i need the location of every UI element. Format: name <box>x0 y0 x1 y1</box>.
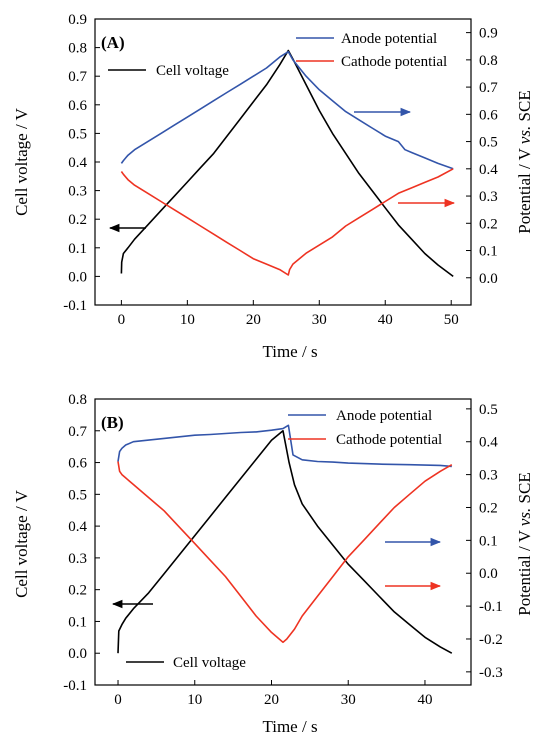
cell-voltage-label: Cell voltage <box>173 655 246 671</box>
y-right-tick-label: 0.7 <box>479 80 498 96</box>
y-axis-title-right: Potential / V vs. SCE <box>515 472 534 615</box>
x-axis-title: Time / s <box>262 717 317 736</box>
axis-ticks: 0 10 20 30 40 50 -0.1 0.0 0.1 0.2 0.3 0.4 0.5 0.6 0.7 0… <box>63 12 498 328</box>
y-left-tick-label: -0.1 <box>63 678 87 694</box>
y-left-tick-label: -0.1 <box>63 298 87 314</box>
y-left-tick-label: 0.7 <box>68 69 87 85</box>
y-right-tick-label: 0.4 <box>479 162 498 178</box>
y-left-tick-label: 0.8 <box>68 41 87 57</box>
y-right-tick-label: 0.4 <box>479 435 498 451</box>
y-left-tick-label: 0.3 <box>68 551 87 567</box>
x-tick-label: 10 <box>187 692 202 708</box>
y-right-tick-label: 0.5 <box>479 402 498 418</box>
series-line-cell-voltage <box>117 429 453 654</box>
legend-label-cathode: Cathode potential <box>336 432 442 448</box>
chart-panel-a: 0 10 20 30 40 50 -0.1 0.0 0.1 0.2 0.3 0.4 0.5 0.6 0.7 0… <box>12 12 534 361</box>
y-left-tick-label: 0.0 <box>68 646 87 662</box>
y-left-tick-label: 0.5 <box>68 126 87 142</box>
y-right-tick-label: 0.8 <box>479 53 498 69</box>
series-layer <box>117 424 453 654</box>
plot-frame <box>94 398 472 686</box>
cell-voltage-label: Cell voltage <box>156 63 229 79</box>
x-tick-label: 20 <box>246 312 261 328</box>
y-right-tick-label: -0.2 <box>479 632 503 648</box>
series-layer <box>120 49 454 278</box>
chart-panel-b: 0 10 20 30 40 -0.1 0.0 0.1 0.2 0.3 0.4 0.5 0.6 0.7 0.8… <box>12 392 534 736</box>
x-tick-label: 30 <box>341 692 356 708</box>
x-tick-label: 10 <box>180 312 195 328</box>
y-right-tick-label: 0.2 <box>479 500 498 516</box>
y-left-tick-label: 0.6 <box>68 456 87 472</box>
y-left-tick-label: 0.1 <box>68 241 87 257</box>
legend: Anode potential Cathode potential <box>296 31 447 70</box>
y-right-tick-label: 0.5 <box>479 135 498 151</box>
x-tick-label: 50 <box>444 312 459 328</box>
y-right-tick-label: 0.1 <box>479 533 498 549</box>
series-line-anode-potential <box>120 50 454 170</box>
y-left-tick-label: 0.2 <box>68 583 87 599</box>
y-right-tick-label: 0.6 <box>479 107 498 123</box>
y-right-tick-label: 0.3 <box>479 189 498 205</box>
y-left-tick-label: 0.6 <box>68 98 87 114</box>
x-tick-label: 40 <box>378 312 393 328</box>
legend-label-anode: Anode potential <box>341 31 437 47</box>
y-left-tick-label: 0.8 <box>68 392 87 408</box>
legend: Anode potential Cathode potential <box>288 408 442 448</box>
y-left-tick-label: 0.4 <box>68 155 87 171</box>
y-axis-title-left: Cell voltage / V <box>12 107 31 216</box>
y-left-tick-label: 0.5 <box>68 487 87 503</box>
legend-label-anode: Anode potential <box>336 408 432 424</box>
y-left-tick-label: 0.9 <box>68 12 87 28</box>
y-right-tick-label: -0.1 <box>479 599 503 615</box>
series-line-cell-voltage <box>120 49 454 278</box>
y-right-tick-label: 0.0 <box>479 566 498 582</box>
axis-ticks: 0 10 20 30 40 -0.1 0.0 0.1 0.2 0.3 0.4 0.5 0.6 0.7 0.8… <box>63 392 503 708</box>
y-axis-title-left: Cell voltage / V <box>12 489 31 598</box>
y-left-tick-label: 0.4 <box>68 519 87 535</box>
x-tick-label: 30 <box>312 312 327 328</box>
series-line-anode-potential <box>117 424 452 468</box>
x-tick-label: 0 <box>114 692 122 708</box>
y-right-tick-label: 0.2 <box>479 216 498 232</box>
x-tick-label: 0 <box>118 312 126 328</box>
series-line-cathode-potential <box>117 461 453 644</box>
x-tick-label: 40 <box>417 692 432 708</box>
x-tick-label: 20 <box>264 692 279 708</box>
y-right-tick-label: 0.9 <box>479 26 498 42</box>
series-line-cathode-potential <box>120 168 454 276</box>
y-left-tick-label: 0.2 <box>68 212 87 228</box>
panel-label: (A) <box>101 33 125 52</box>
y-left-tick-label: 0.3 <box>68 184 87 200</box>
x-axis-title: Time / s <box>262 342 317 361</box>
y-right-tick-label: -0.3 <box>479 665 503 681</box>
y-right-tick-label: 0.1 <box>479 244 498 260</box>
y-left-tick-label: 0.0 <box>68 269 87 285</box>
y-right-tick-label: 0.0 <box>479 271 498 287</box>
y-axis-title-right: Potential / V vs. SCE <box>515 90 534 233</box>
y-left-tick-label: 0.1 <box>68 614 87 630</box>
y-left-tick-label: 0.7 <box>68 424 87 440</box>
legend-label-cathode: Cathode potential <box>341 54 447 70</box>
panel-label: (B) <box>101 413 124 432</box>
y-right-tick-label: 0.3 <box>479 468 498 484</box>
